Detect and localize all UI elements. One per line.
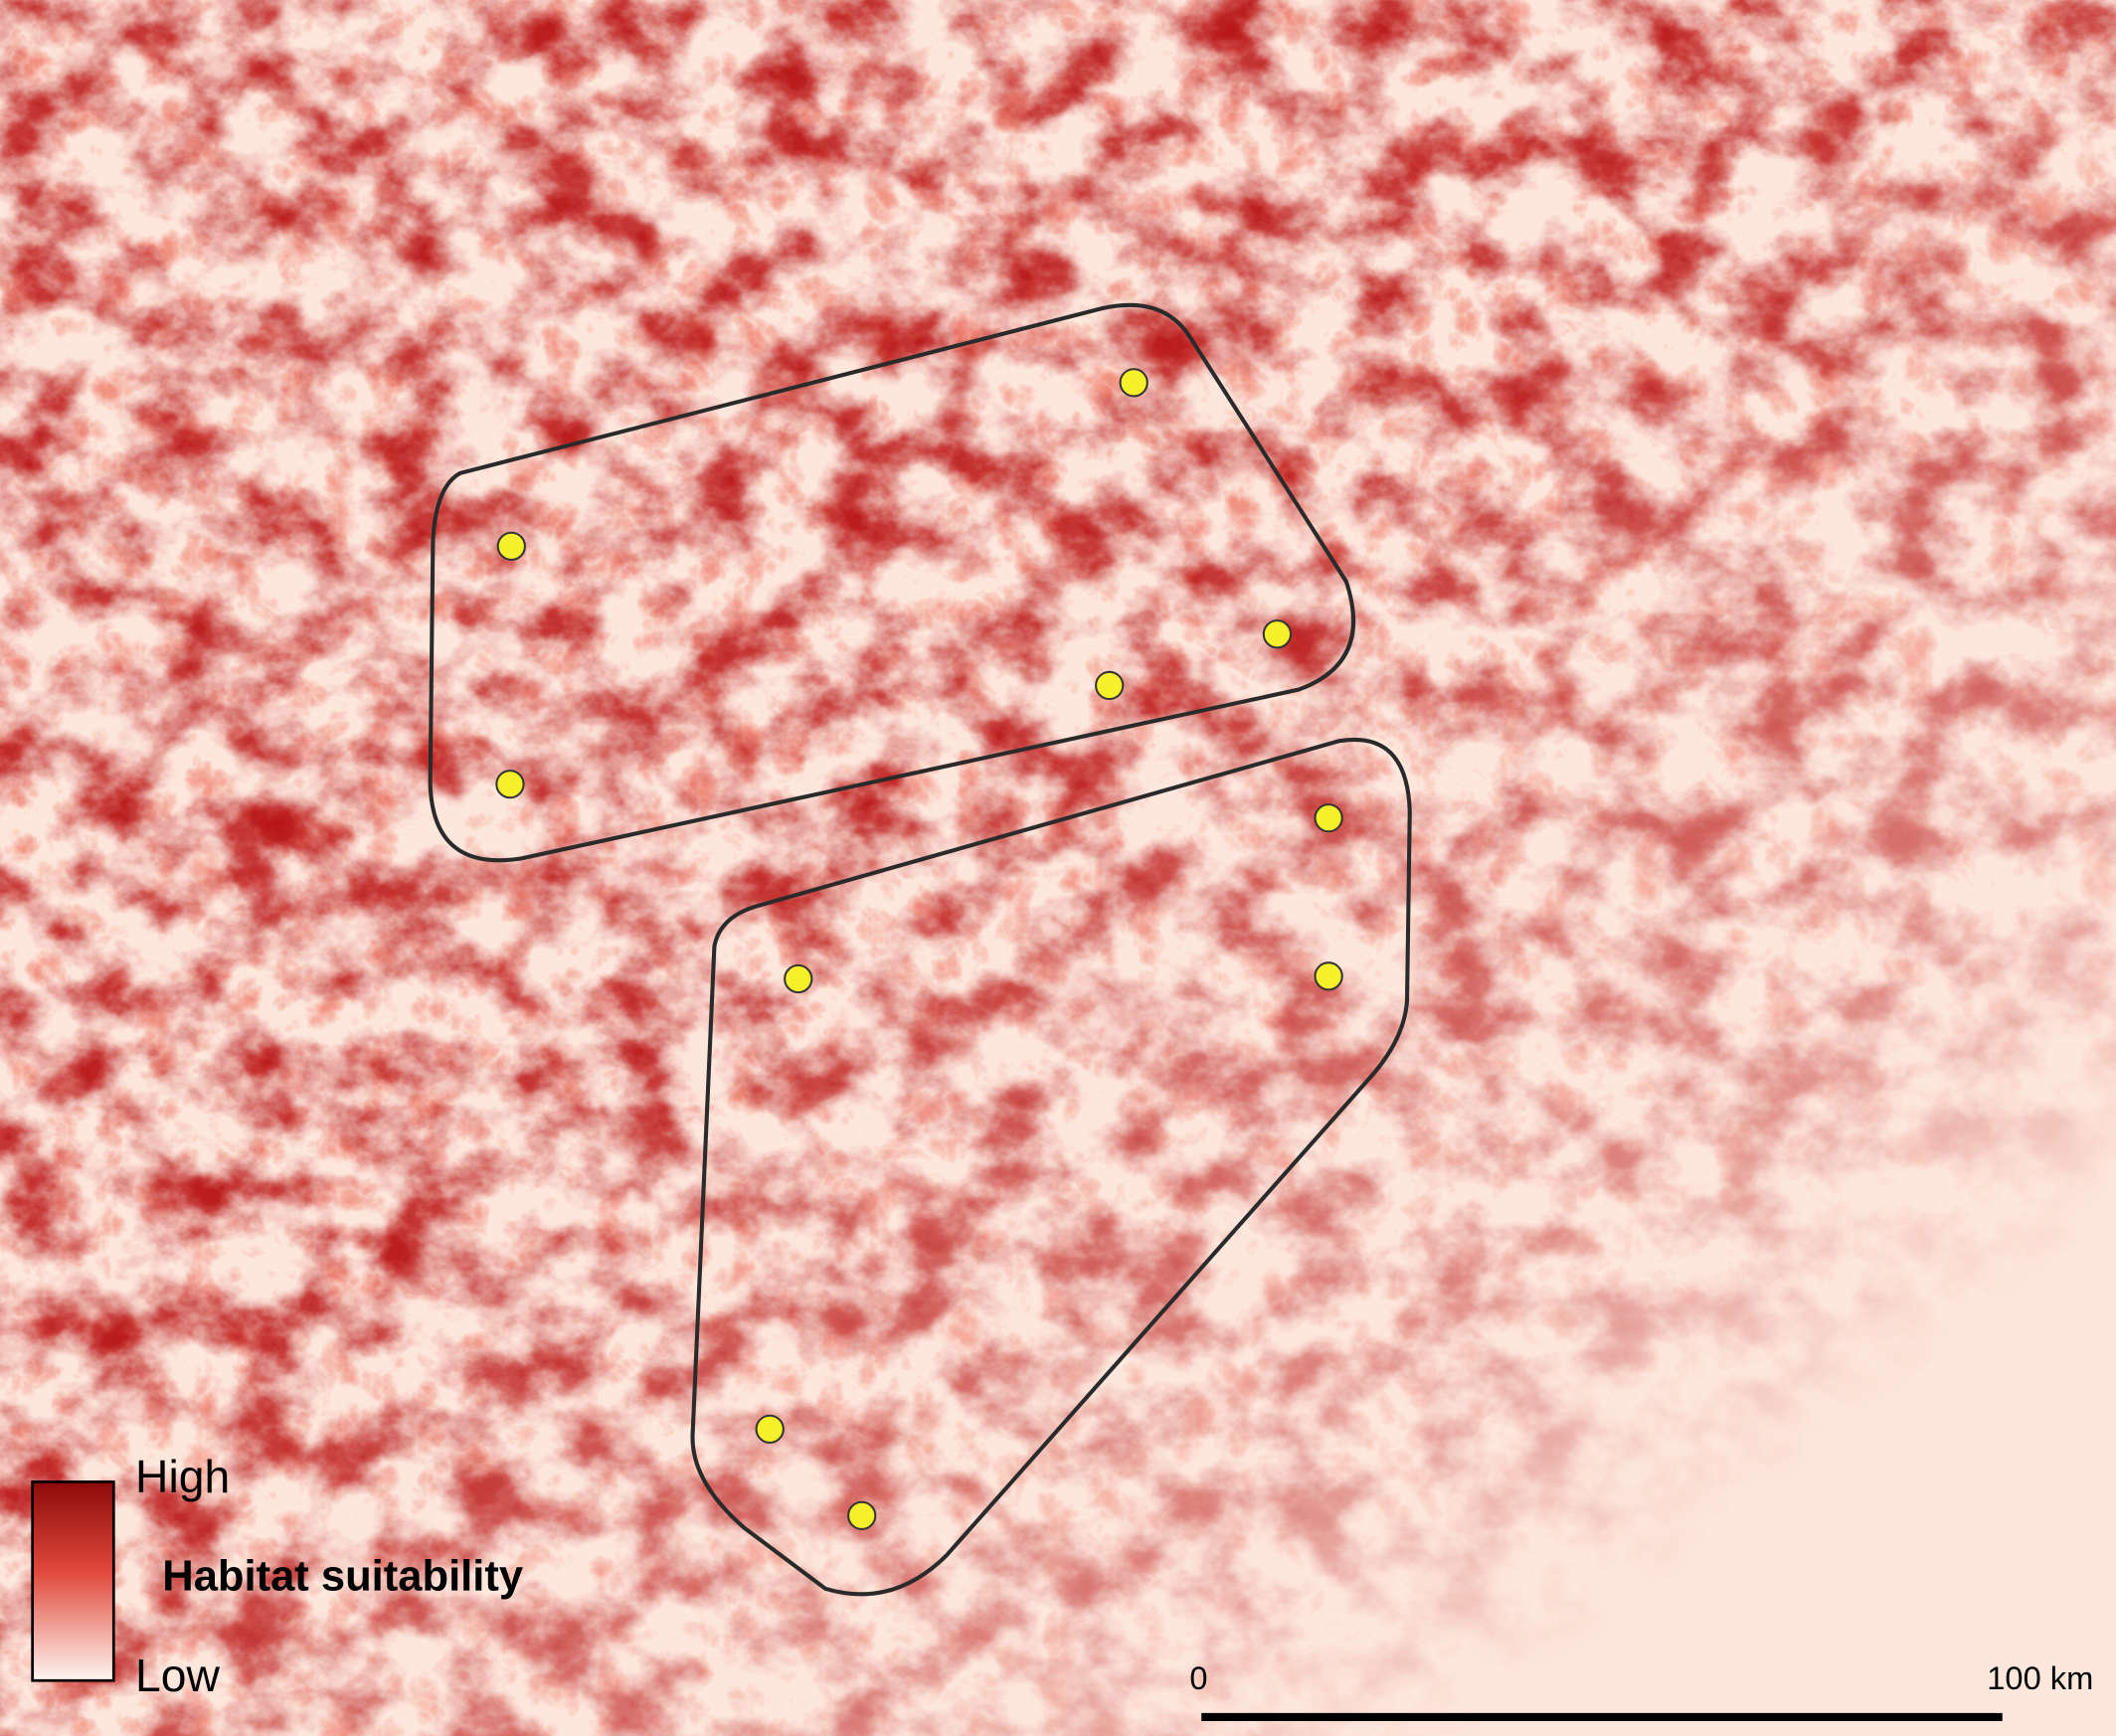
- legend-title: Habitat suitability: [162, 1553, 523, 1601]
- legend-color-ramp: [31, 1479, 115, 1682]
- scale-start: 0: [1189, 1659, 1207, 1696]
- scale-end: 100 km: [1987, 1659, 2093, 1696]
- scale-bar: 0 100 km: [1189, 1659, 2093, 1722]
- site: [1262, 619, 1293, 649]
- legend: High Habitat suitability Low: [31, 1451, 523, 1701]
- site: [1095, 670, 1125, 701]
- site: [496, 531, 526, 561]
- site: [1314, 803, 1343, 833]
- site: [1314, 961, 1343, 991]
- outline-south: [690, 737, 1412, 1597]
- outline-north: [428, 302, 1355, 863]
- site: [1119, 368, 1148, 398]
- sample-sites: [495, 368, 1343, 1530]
- site: [847, 1500, 877, 1530]
- site: [784, 963, 813, 994]
- legend-low: Low: [135, 1649, 220, 1701]
- site: [755, 1414, 785, 1444]
- site: [495, 770, 525, 799]
- population-outlines: [428, 302, 1412, 1597]
- legend-high: High: [135, 1451, 230, 1502]
